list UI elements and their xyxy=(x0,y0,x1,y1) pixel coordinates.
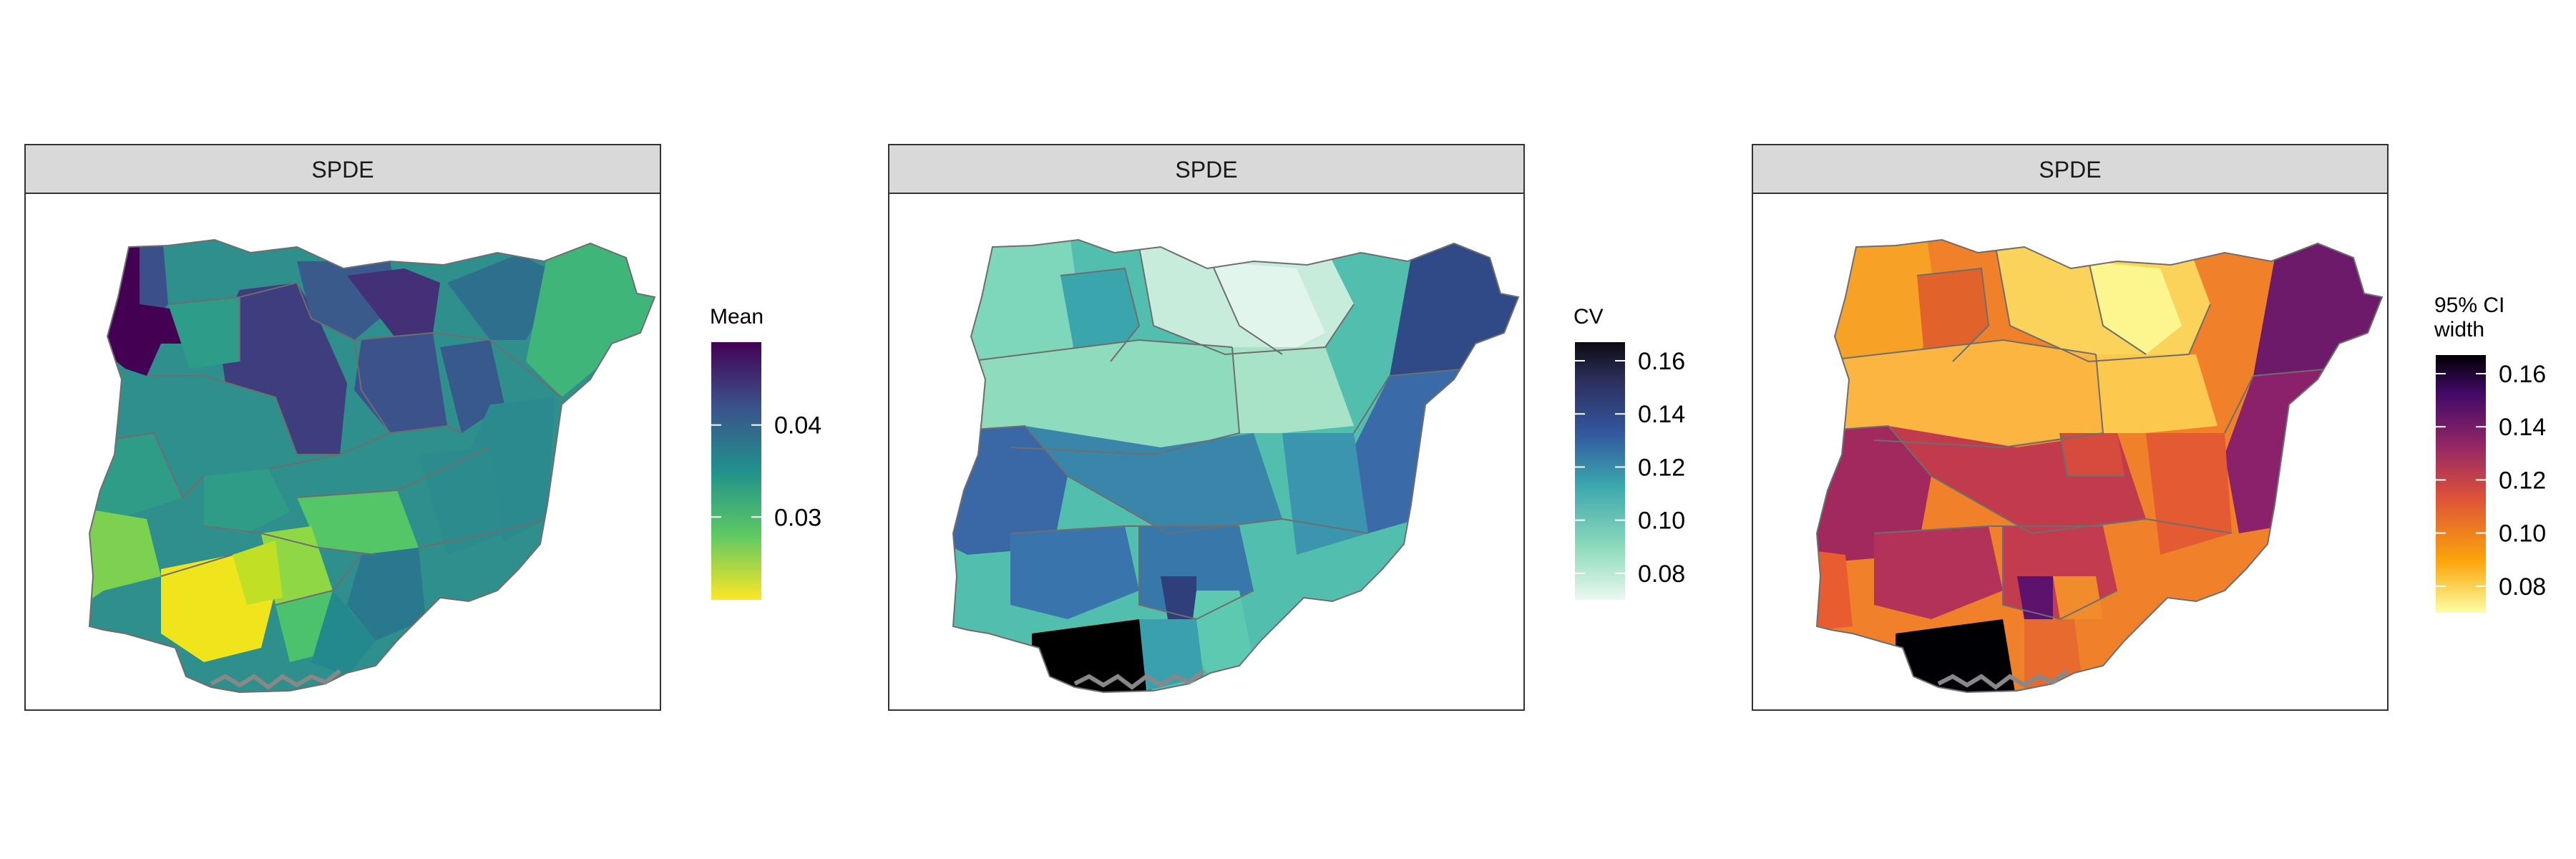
panel-cv: SPDE xyxy=(888,144,1685,711)
colorbar-tick-label: 0.16 xyxy=(1638,348,1685,375)
colorbar-tick-label: 0.04 xyxy=(774,412,821,440)
region xyxy=(447,254,562,340)
region xyxy=(1139,619,1204,691)
panel-mean: SPDE xyxy=(24,144,821,711)
strip-background xyxy=(1752,144,2389,194)
strip-label: SPDE xyxy=(311,157,374,183)
colorbar-tick-label: 0.10 xyxy=(2499,520,2546,548)
region xyxy=(168,297,240,369)
region xyxy=(347,268,440,340)
region xyxy=(1010,526,1139,619)
region xyxy=(1060,268,1139,361)
country-outline xyxy=(952,238,1520,694)
region xyxy=(1817,340,2103,447)
region xyxy=(297,490,419,555)
region xyxy=(2146,433,2232,555)
legend-title-line-2: width xyxy=(2434,318,2484,341)
region xyxy=(2053,576,2103,619)
colorbar xyxy=(2436,355,2486,613)
region xyxy=(1232,347,1354,433)
region xyxy=(233,540,283,605)
colorbar-tick-label: 0.12 xyxy=(2499,467,2546,494)
region xyxy=(204,469,290,533)
colorbar-tick-label: 0.10 xyxy=(1638,508,1685,535)
region xyxy=(1211,261,1325,354)
region xyxy=(218,283,347,455)
legend-title-line-1: CV xyxy=(1574,305,1604,329)
region xyxy=(1874,526,2003,619)
region xyxy=(89,505,161,619)
region xyxy=(354,333,447,433)
region xyxy=(2060,433,2124,476)
colorbar-tick-label: 0.14 xyxy=(1638,401,1685,428)
region-borders xyxy=(1817,246,2333,621)
strip-label: SPDE xyxy=(1175,157,1237,183)
region xyxy=(2017,576,2053,619)
region xyxy=(2096,354,2218,433)
tick-group: 0.16 0.14 0.12 0.10 0.08 xyxy=(1575,348,1685,588)
colorbar-tick-label: 0.08 xyxy=(1638,560,1685,588)
region xyxy=(1189,591,1254,676)
region xyxy=(1917,268,1989,361)
colorbar-tick-label: 0.14 xyxy=(2499,414,2546,441)
region xyxy=(1817,548,1853,634)
colorbar-tick-label: 0.08 xyxy=(2499,573,2546,601)
strip-label: SPDE xyxy=(2039,157,2101,183)
colorbar xyxy=(711,342,761,600)
region xyxy=(311,591,376,676)
region xyxy=(1282,433,1368,555)
legend-title-line-1: 95% CI xyxy=(2434,293,2504,317)
colorbar-legend: CV 0.16 0.14 0.12 0.10 0.08 xyxy=(1574,305,1685,600)
region-borders xyxy=(953,246,1469,621)
colorbar xyxy=(1575,342,1625,600)
panel-ci-width: SPDE xyxy=(1752,144,2546,711)
colorbar-legend: 95% CI width 0.16 0.14 0.12 0.10 0.08 xyxy=(2434,293,2546,613)
tick-group: 0.16 0.14 0.12 0.10 0.08 xyxy=(2436,361,2546,601)
colorbar-legend: Mean 0.04 0.03 xyxy=(710,305,821,600)
colorbar-tick-label: 0.03 xyxy=(774,504,821,531)
tick-group: 0.04 0.03 xyxy=(711,412,821,531)
coastline xyxy=(210,669,341,690)
region-borders xyxy=(89,282,562,606)
strip-background xyxy=(24,144,661,194)
coastline xyxy=(1073,669,1205,690)
region xyxy=(1025,426,1282,533)
region xyxy=(1161,576,1196,619)
colorbar-tick-label: 0.12 xyxy=(1638,454,1685,481)
region xyxy=(347,548,426,641)
country-outline xyxy=(88,238,656,694)
country-outline xyxy=(1815,238,2384,694)
legend-title-line-1: Mean xyxy=(710,305,763,329)
coastline xyxy=(1937,669,2069,690)
region xyxy=(419,447,504,555)
colorbar-tick-label: 0.16 xyxy=(2499,361,2546,388)
